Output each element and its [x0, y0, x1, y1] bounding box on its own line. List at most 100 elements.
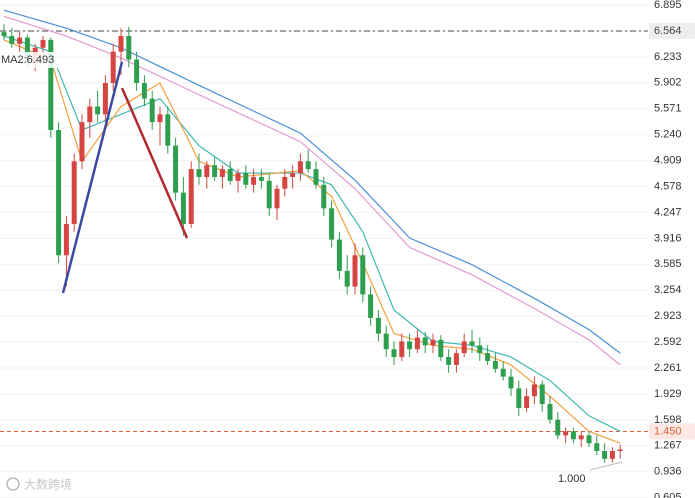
- candle-body: [1, 32, 7, 37]
- reference-label-box: [649, 423, 695, 440]
- candle-body: [492, 360, 498, 369]
- candle-body: [524, 396, 530, 408]
- candle-body: [87, 106, 93, 123]
- candle-body: [40, 39, 46, 48]
- candle-body: [422, 337, 428, 346]
- candle-body: [570, 431, 576, 440]
- candle-body: [477, 345, 483, 354]
- reference-label: 1.450: [654, 425, 682, 437]
- candle-body: [336, 239, 342, 271]
- candle-body: [282, 176, 288, 189]
- candle-body: [212, 165, 218, 177]
- candle-body: [79, 122, 85, 162]
- y-tick-label: 4.247: [654, 206, 682, 218]
- y-tick-label: 5.571: [654, 103, 682, 115]
- y-tick-label: 0.936: [654, 466, 682, 478]
- candle-body: [227, 169, 233, 181]
- y-tick-label: 3.585: [654, 258, 682, 270]
- candle-body: [251, 176, 257, 185]
- candle-body: [617, 449, 623, 452]
- candle-body: [430, 339, 436, 346]
- candle-body: [9, 36, 15, 44]
- candle-body: [141, 83, 147, 99]
- candle-body: [71, 161, 77, 224]
- y-tick-label: 2.592: [654, 336, 682, 348]
- candle-body: [188, 169, 194, 224]
- candle-body: [17, 37, 23, 44]
- watermark: 大数跨境: [24, 477, 72, 492]
- candle-body: [313, 169, 319, 185]
- candle-body: [329, 208, 335, 240]
- candle-body: [500, 368, 506, 377]
- candle-body: [414, 337, 420, 350]
- reference-label: 6.564: [654, 25, 682, 37]
- candle-body: [555, 419, 561, 436]
- candle-body: [446, 357, 452, 365]
- candle-body: [352, 255, 358, 287]
- ma-line: [3, 9, 621, 354]
- y-tick-label: 1.929: [654, 388, 682, 400]
- candle-body: [453, 353, 459, 365]
- candle-body: [219, 169, 225, 177]
- ma-label: MA2:6.493: [1, 54, 54, 66]
- candle-body: [173, 145, 179, 193]
- candle-body: [290, 173, 296, 177]
- y-tick-label: 3.916: [654, 232, 682, 244]
- candle-body: [531, 384, 537, 397]
- candle-body: [375, 317, 381, 334]
- candle-body: [344, 270, 350, 287]
- candle-body: [602, 451, 608, 459]
- y-tick-label: 4.909: [654, 155, 682, 167]
- candle-body: [399, 341, 405, 358]
- candle-body: [469, 341, 475, 346]
- candle-body: [196, 169, 202, 177]
- candle-body: [102, 83, 108, 115]
- candle-body: [305, 161, 311, 170]
- trend-line-up: [61, 61, 124, 294]
- candle-body: [149, 98, 155, 123]
- moving-averages: [3, 9, 621, 444]
- y-tick-label: 2.923: [654, 310, 682, 322]
- grid: [0, 4, 648, 498]
- candle-body: [134, 59, 140, 83]
- watermark-icon: [6, 477, 20, 491]
- candle-body: [368, 294, 374, 318]
- candle-body: [56, 129, 62, 256]
- candle-body: [24, 37, 30, 64]
- reference-label-box: [649, 23, 695, 40]
- candles: [1, 24, 623, 463]
- y-tick-label: 6.233: [654, 51, 682, 63]
- candle-body: [235, 173, 241, 181]
- candle-body: [165, 114, 171, 146]
- y-tick-label: 6.895: [654, 0, 682, 11]
- y-tick-label: 5.902: [654, 77, 682, 89]
- candle-body: [110, 51, 116, 83]
- candle-body: [48, 39, 54, 130]
- candle-body: [594, 443, 600, 452]
- candle-body: [266, 180, 272, 209]
- candle-body: [547, 404, 553, 420]
- y-tick-label: 4.578: [654, 180, 682, 192]
- y-tick-label: 5.240: [654, 129, 682, 141]
- candle-body: [63, 223, 69, 256]
- candle-body: [360, 255, 366, 295]
- y-tick-label: 2.261: [654, 362, 682, 374]
- candle-body: [274, 188, 280, 209]
- candle-body: [126, 36, 132, 60]
- candle-body: [118, 36, 124, 52]
- y-axis: 6.895 6.564 6.233 5.902 5.571 5.240 4.909 4.578…: [649, 0, 695, 498]
- candle-body: [485, 353, 491, 361]
- candle-body: [258, 176, 264, 181]
- candle-body: [516, 388, 522, 408]
- trend-line-down: [120, 87, 189, 239]
- candle-body: [508, 376, 514, 389]
- candle-body: [321, 184, 327, 209]
- candle-body: [563, 431, 569, 436]
- candle-body: [461, 341, 467, 354]
- price-annotation: 1.000: [558, 473, 586, 485]
- candle-body: [204, 165, 210, 177]
- candle-body: [157, 114, 163, 123]
- y-tick-label: 1.267: [654, 440, 682, 452]
